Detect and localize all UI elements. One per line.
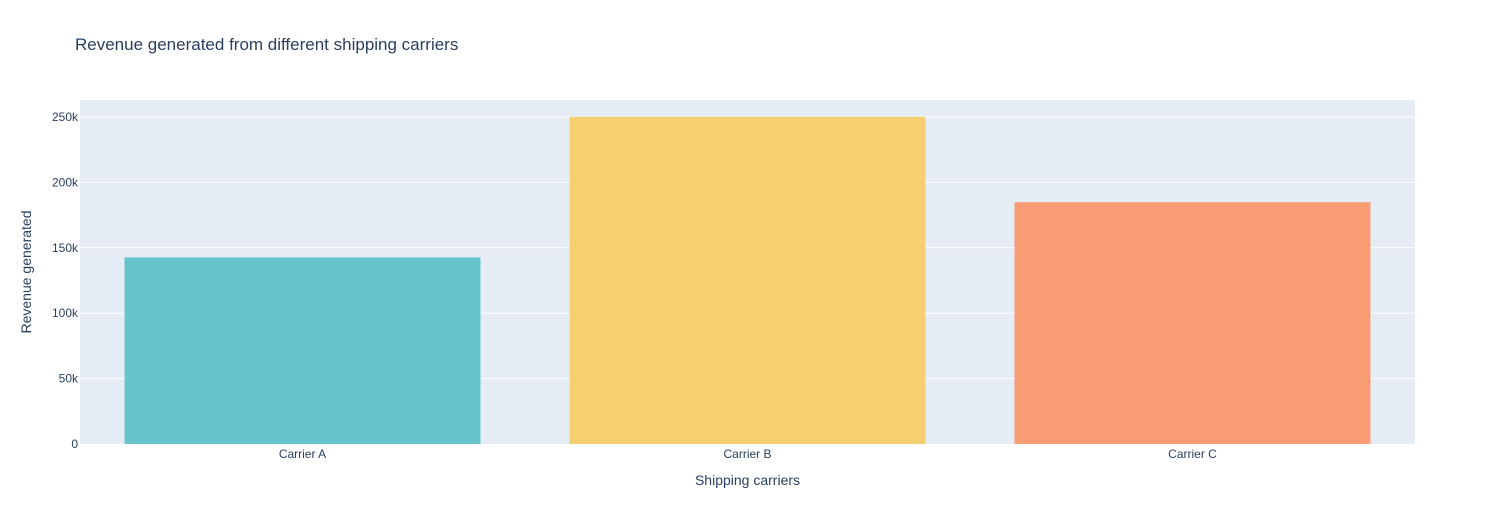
y-tick-label: 250k [52,110,79,124]
y-tick-label: 150k [52,241,79,255]
y-axis-title: Revenue generated [18,211,34,334]
y-tick-label: 0 [71,437,78,451]
x-tick-label: Carrier B [723,447,771,461]
x-tick-label: Carrier A [279,447,326,461]
bar-carrier-c[interactable] [1014,202,1371,444]
x-axis-ticks: Carrier A Carrier B Carrier C [279,447,1217,461]
y-tick-label: 200k [52,175,79,189]
bars [124,116,1371,444]
bar-carrier-a[interactable] [124,257,481,444]
y-axis-ticks: 0 50k 100k 150k 200k 250k [52,110,79,451]
x-axis-title: Shipping carriers [695,472,800,488]
y-tick-label: 50k [59,372,79,386]
y-tick-label: 100k [52,306,79,320]
chart-title: Revenue generated from different shippin… [75,35,458,54]
bar-carrier-b[interactable] [569,116,926,444]
x-tick-label: Carrier C [1168,447,1217,461]
